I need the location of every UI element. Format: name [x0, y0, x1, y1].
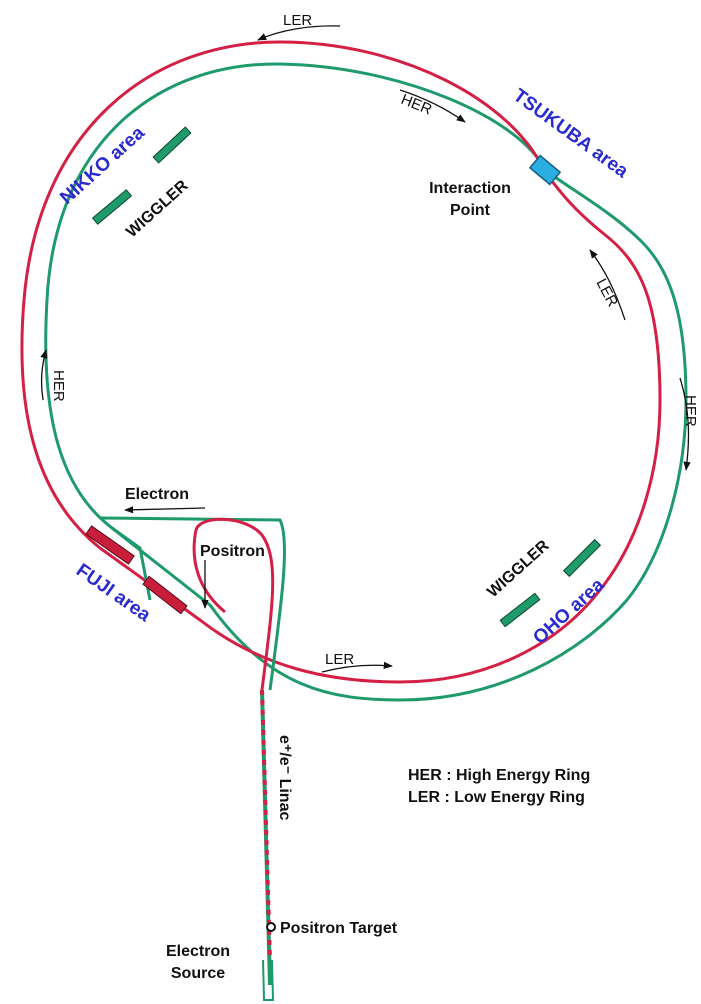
green-ring — [44, 62, 688, 702]
nikko-label: NIKKO area — [56, 122, 149, 209]
linac — [260, 689, 272, 986]
interaction-label: Point — [450, 202, 491, 219]
her-left-label: HER — [50, 370, 67, 402]
arrow-ler-right — [589, 249, 626, 321]
electron-source-tube — [262, 959, 275, 1001]
legend-entry: LER : Low Energy Ring — [408, 789, 585, 806]
interaction-region — [528, 154, 562, 186]
electron-source-label: Source — [171, 965, 225, 982]
electron-label: Electron — [125, 486, 189, 503]
wiggler-label: WIGGLER — [484, 537, 553, 601]
arrow-ler-top — [257, 25, 341, 41]
ler-top-label: LER — [283, 12, 312, 29]
wiggler-nikko — [91, 126, 192, 225]
linac-label: e⁺/e⁻ Linac — [276, 735, 293, 820]
arrow-ler-bottom — [321, 661, 393, 673]
arrow-her-right — [679, 377, 691, 471]
interaction-label: Interaction — [429, 180, 511, 197]
oho-label: OHO area — [529, 574, 609, 649]
legend-entry: HER : High Energy Ring — [408, 767, 590, 784]
arrow-electron — [124, 506, 206, 514]
her-top-label: HER — [399, 91, 435, 119]
wiggler-label: WIGGLER — [123, 177, 192, 241]
arrow-her-left — [40, 349, 48, 401]
ler-right-label: LER — [592, 276, 621, 310]
positron-target-label: Positron Target — [280, 920, 398, 937]
her-right-label: HER — [682, 395, 699, 427]
positron-target — [266, 922, 276, 932]
positron-line — [192, 517, 275, 691]
ler-bottom-label: LER — [325, 651, 354, 668]
magnets-fuji — [85, 525, 188, 615]
electron-source-label: Electron — [166, 943, 230, 960]
fuji-label: FUJI area — [72, 560, 154, 627]
wiggler-oho — [499, 538, 602, 628]
positron-label: Positron — [200, 543, 265, 560]
tsukuba-label: TSUKUBA area — [509, 85, 632, 183]
red-ring — [20, 40, 662, 684]
arrow-her-top — [399, 89, 466, 123]
